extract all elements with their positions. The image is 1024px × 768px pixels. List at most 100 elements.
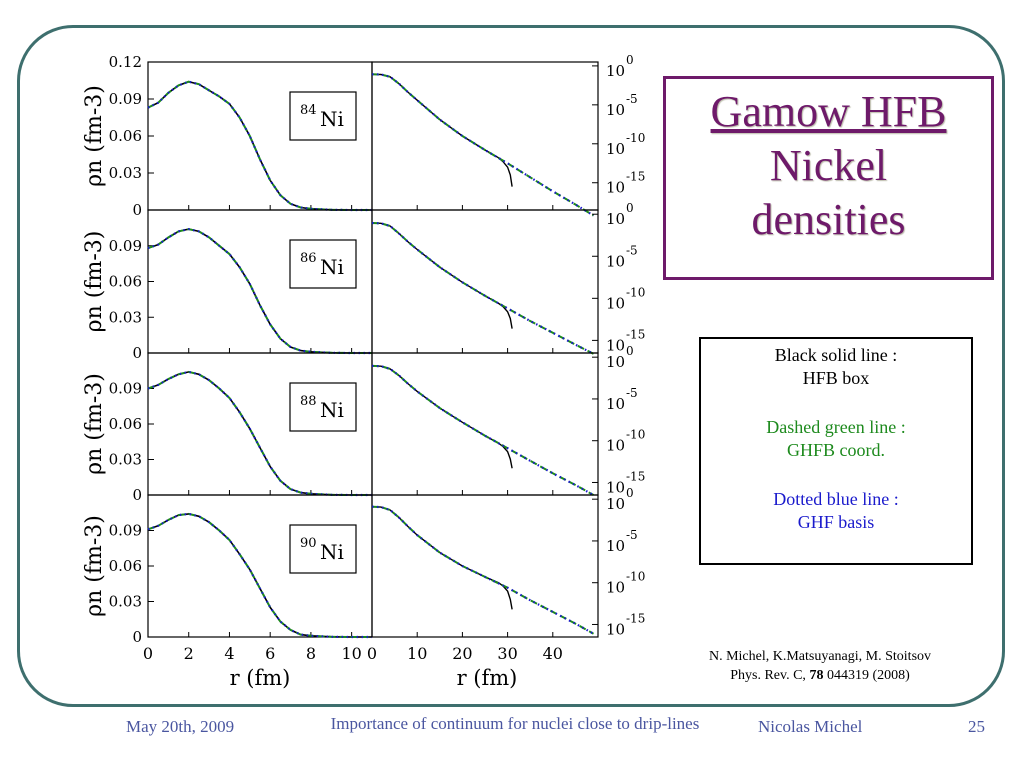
nucleus-label-box xyxy=(289,382,357,432)
left-ytick-label: 0.09 xyxy=(109,237,142,255)
right-ytick-base: 10 xyxy=(606,294,625,312)
reference-journal: Phys. Rev. C, 78 044319 (2008) xyxy=(660,666,980,685)
right-ghf-basis-line xyxy=(371,505,595,635)
right-ytick-base: 10 xyxy=(606,495,625,513)
left-ytick-label: 0.03 xyxy=(109,451,142,469)
right-ytick-base: 10 xyxy=(606,336,625,354)
right-ytick-base: 10 xyxy=(606,252,625,270)
title-box: Gamow HFB Nickel densities xyxy=(663,76,994,280)
nucleus-label-box xyxy=(289,91,357,141)
nucleus-symbol: Ni xyxy=(320,398,344,422)
right-ytick-exponent: 0 xyxy=(626,486,634,500)
nucleus-symbol: Ni xyxy=(320,540,344,564)
left-xtick-label: 10 xyxy=(341,644,361,663)
right-xtick-label: 0 xyxy=(367,644,377,663)
right-ytick-base: 10 xyxy=(606,353,625,371)
title-line-3: densities xyxy=(751,195,906,244)
left-ytick-label: 0 xyxy=(132,486,142,504)
left-ytick-label: 0.03 xyxy=(109,164,142,182)
right-ytick-exponent: -15 xyxy=(626,170,645,184)
right-ytick-base: 10 xyxy=(606,437,625,455)
left-ylabel: ρn (fm-3) xyxy=(82,85,107,187)
right-hfb-box-line xyxy=(371,222,513,329)
left-ghf-basis-line xyxy=(147,370,372,497)
right-ytick-exponent: -10 xyxy=(626,131,645,145)
left-ytick-label: 0.06 xyxy=(109,127,142,145)
left-ytick-label: 0.03 xyxy=(109,308,142,326)
nucleus-label-box xyxy=(289,239,357,289)
right-xtick-label: 20 xyxy=(452,644,472,663)
left-ytick-label: 0.06 xyxy=(109,273,142,291)
right-ghfb-coord-line xyxy=(371,505,594,635)
left-ytick-label: 0.09 xyxy=(109,90,142,108)
reference: N. Michel, K.Matsuyanagi, M. Stoitsov Ph… xyxy=(660,647,980,685)
left-ghfb-coord-line xyxy=(147,80,372,211)
left-xtick-label: 6 xyxy=(265,644,275,663)
right-ytick-exponent: -10 xyxy=(626,285,645,299)
right-plot-frame xyxy=(371,61,599,211)
right-ytick-base: 10 xyxy=(606,620,625,638)
legend-black-line1: Black solid line : xyxy=(774,345,898,365)
right-ytick-base: 10 xyxy=(606,537,625,555)
right-ytick-exponent: 0 xyxy=(626,344,634,358)
right-ytick-exponent: 0 xyxy=(626,201,634,215)
right-xtick-label: 10 xyxy=(407,644,427,663)
left-ytick-label: 0.09 xyxy=(109,380,142,398)
nucleus-mass-number: 86 xyxy=(300,251,317,266)
left-xtick-label: 4 xyxy=(224,644,234,663)
reference-article: 044319 (2008) xyxy=(826,668,910,683)
right-ytick-base: 10 xyxy=(606,478,625,496)
right-ytick-exponent: -10 xyxy=(626,570,645,584)
right-xtick-label: 30 xyxy=(497,644,517,663)
left-ytick-label: 0.12 xyxy=(109,53,142,71)
right-ytick-base: 10 xyxy=(606,179,625,197)
left-xtick-label: 0 xyxy=(143,644,153,663)
right-ytick-exponent: -5 xyxy=(626,243,638,257)
legend-black-line2: HFB box xyxy=(802,368,870,388)
title-line-2: Nickel xyxy=(769,141,888,190)
right-ytick-exponent: -5 xyxy=(626,528,638,542)
nucleus-mass-number: 90 xyxy=(300,536,317,551)
left-xtick-label: 2 xyxy=(184,644,194,663)
right-xtick-label: 40 xyxy=(543,644,563,663)
nucleus-label-box xyxy=(289,524,357,574)
right-ytick-exponent: -15 xyxy=(626,611,645,625)
left-ytick-label: 0 xyxy=(132,344,142,362)
legend-blue-line1: Dotted blue line : xyxy=(773,489,899,509)
reference-volume: 78 xyxy=(809,668,824,683)
left-ytick-label: 0 xyxy=(132,201,142,219)
right-ghfb-coord-line xyxy=(371,364,594,496)
left-ytick-label: 0.06 xyxy=(109,557,142,575)
nucleus-symbol: Ni xyxy=(320,255,344,279)
right-ghfb-coord-line xyxy=(371,222,594,355)
right-ytick-base: 10 xyxy=(606,210,625,228)
right-hfb-box-line xyxy=(371,506,513,610)
nucleus-mass-number: 84 xyxy=(300,103,317,118)
right-ytick-base: 10 xyxy=(606,395,625,413)
legend-green-line2: GHFB coord. xyxy=(787,440,885,460)
right-ytick-exponent: -15 xyxy=(626,327,645,341)
left-ghf-basis-line xyxy=(147,512,372,639)
footer-title: Importance of continuum for nuclei close… xyxy=(330,714,700,733)
reference-journal-name: Phys. Rev. C, xyxy=(730,668,806,683)
right-ytick-base: 10 xyxy=(606,62,625,80)
right-plot-frame xyxy=(371,494,599,638)
right-hfb-box-line xyxy=(371,73,513,187)
right-ytick-exponent: -10 xyxy=(626,428,645,442)
right-ghf-basis-line xyxy=(371,73,595,217)
left-ytick-label: 0 xyxy=(132,628,142,646)
title-line-1: Gamow HFB xyxy=(710,87,947,136)
left-xtick-label: 8 xyxy=(306,644,316,663)
right-ytick-exponent: 0 xyxy=(626,53,634,67)
right-hfb-box-line xyxy=(371,365,513,469)
footer-date: May 20th, 2009 xyxy=(126,717,235,736)
right-ytick-exponent: -5 xyxy=(626,386,638,400)
right-plot-frame xyxy=(371,209,599,354)
right-ytick-base: 10 xyxy=(606,101,625,119)
right-ytick-exponent: -5 xyxy=(626,92,638,106)
